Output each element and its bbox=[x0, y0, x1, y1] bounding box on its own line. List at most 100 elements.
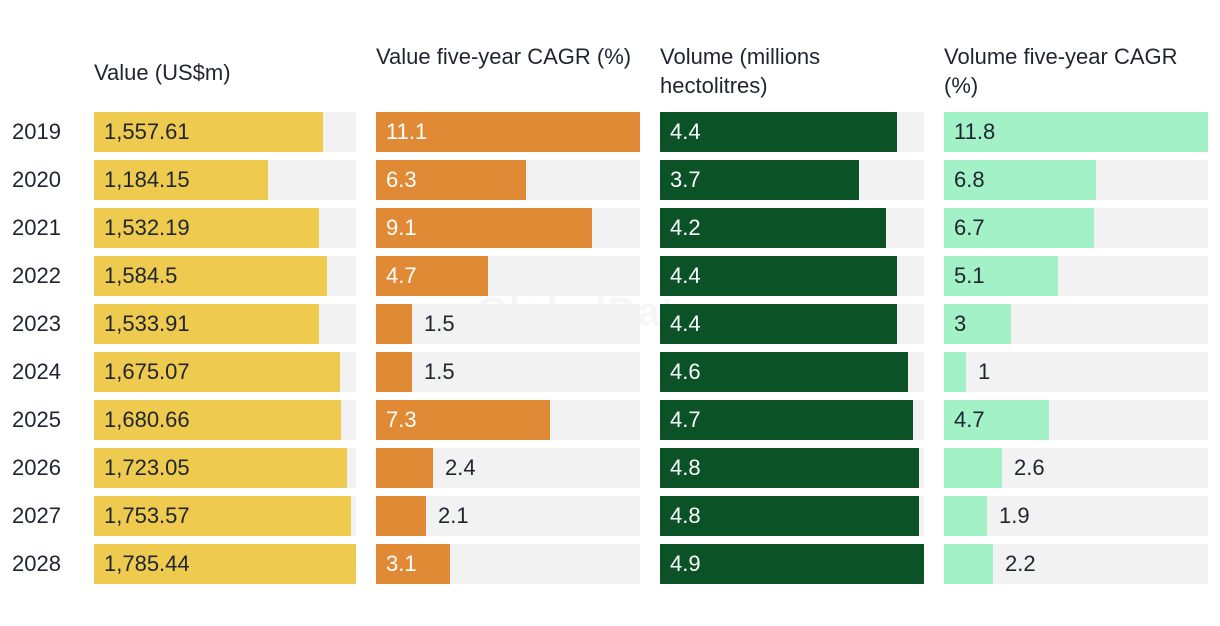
bar-track: 1,753.57 bbox=[94, 496, 356, 536]
bar-track: 4.4 bbox=[660, 304, 924, 344]
column-header-1: Value (US$m) bbox=[94, 60, 231, 85]
bar-series-2-2020 bbox=[376, 160, 526, 200]
bar-track: 4.8 bbox=[660, 448, 924, 488]
year-label-2021: 2021 bbox=[12, 215, 61, 240]
year-label-2024: 2024 bbox=[12, 359, 61, 384]
bar-track: 1,785.44 bbox=[94, 544, 356, 584]
bar-track: 2.1 bbox=[376, 496, 640, 536]
value-label: 3.1 bbox=[386, 551, 417, 576]
bar-series-3-2020 bbox=[660, 160, 859, 200]
value-label: 1 bbox=[978, 359, 991, 384]
bar-series-4-2020 bbox=[944, 160, 1096, 200]
bar-series-2-2023 bbox=[376, 304, 412, 344]
bar-series-4-2019 bbox=[944, 112, 1208, 152]
bar-track: 6.8 bbox=[944, 160, 1208, 200]
bar-series-1-2020 bbox=[94, 160, 268, 200]
value-label: 4.7 bbox=[954, 407, 985, 432]
value-label: 6.3 bbox=[386, 167, 417, 192]
bar-series-3-2026 bbox=[660, 448, 919, 488]
bar-track: 2.4 bbox=[376, 448, 640, 488]
bar-track: 1,723.05 bbox=[94, 448, 356, 488]
value-label: 1,557.61 bbox=[104, 119, 190, 144]
value-label: 4.6 bbox=[670, 359, 701, 384]
value-label: 6.7 bbox=[954, 215, 985, 240]
value-label: 1.5 bbox=[424, 359, 455, 384]
value-label: 3 bbox=[954, 311, 967, 336]
value-label: 3.7 bbox=[670, 167, 701, 192]
column-header-4: Volume five-year CAGR (%) bbox=[944, 44, 1178, 98]
bar-series-3-2027 bbox=[660, 496, 919, 536]
bar-series-2-2027 bbox=[376, 496, 426, 536]
bar-track: 6.3 bbox=[376, 160, 640, 200]
value-label: 2.4 bbox=[445, 455, 476, 480]
bar-track: 4.8 bbox=[660, 496, 924, 536]
bar-track: 3.7 bbox=[660, 160, 924, 200]
value-label: 1,723.05 bbox=[104, 455, 190, 480]
year-label-2022: 2022 bbox=[12, 263, 61, 288]
bar-series-4-2021 bbox=[944, 208, 1094, 248]
value-label: 4.9 bbox=[670, 551, 701, 576]
bar-series-1-2024 bbox=[94, 352, 340, 392]
value-label: 9.1 bbox=[386, 215, 417, 240]
bar-series-2-2028 bbox=[376, 544, 450, 584]
year-label-2025: 2025 bbox=[12, 407, 61, 432]
year-label-2019: 2019 bbox=[12, 119, 61, 144]
value-label: 1,675.07 bbox=[104, 359, 190, 384]
value-label: 4.7 bbox=[386, 263, 417, 288]
column-header-2: Value five-year CAGR (%) bbox=[376, 44, 632, 69]
value-label: 1.5 bbox=[424, 311, 455, 336]
bar-series-4-2028 bbox=[944, 544, 993, 584]
value-label: 1,533.91 bbox=[104, 311, 190, 336]
year-label-2027: 2027 bbox=[12, 503, 61, 528]
bar-track: 4.4 bbox=[660, 256, 924, 296]
bar-track: 1.5 bbox=[376, 352, 640, 392]
bar-track: 1,584.5 bbox=[94, 256, 356, 296]
bar-series-4-2027 bbox=[944, 496, 987, 536]
bar-series-3-2022 bbox=[660, 256, 897, 296]
bar-series-2-2019 bbox=[376, 112, 640, 152]
bar-series-1-2026 bbox=[94, 448, 347, 488]
value-label: 11.1 bbox=[386, 119, 428, 144]
bar-track: 4.7 bbox=[376, 256, 640, 296]
year-label-2028: 2028 bbox=[12, 551, 61, 576]
value-label: 1,753.57 bbox=[104, 503, 190, 528]
bar-track: 1.9 bbox=[944, 496, 1208, 536]
value-label: 4.7 bbox=[670, 407, 701, 432]
year-label-2026: 2026 bbox=[12, 455, 61, 480]
bar-series-4-2023 bbox=[944, 304, 1011, 344]
bar-series-2-2024 bbox=[376, 352, 412, 392]
bar-track: 1,675.07 bbox=[94, 352, 356, 392]
value-label: 4.8 bbox=[670, 455, 701, 480]
bar-track: 3 bbox=[944, 304, 1208, 344]
bar-series-3-2024 bbox=[660, 352, 908, 392]
bar-track: 11.8 bbox=[944, 112, 1208, 152]
value-label: 1.9 bbox=[999, 503, 1030, 528]
bar-series-1-2028 bbox=[94, 544, 356, 584]
value-label: 4.4 bbox=[670, 263, 701, 288]
bar-track: 3.1 bbox=[376, 544, 640, 584]
value-label: 1,532.19 bbox=[104, 215, 190, 240]
year-label-2020: 2020 bbox=[12, 167, 61, 192]
value-label: 1,184.15 bbox=[104, 167, 190, 192]
bar-track: 4.7 bbox=[660, 400, 924, 440]
bar-series-2-2025 bbox=[376, 400, 550, 440]
bar-series-1-2027 bbox=[94, 496, 351, 536]
bar-track: 1,533.91 bbox=[94, 304, 356, 344]
bar-series-1-2019 bbox=[94, 112, 323, 152]
bar-track: 11.1 bbox=[376, 112, 640, 152]
bar-series-3-2019 bbox=[660, 112, 897, 152]
bar-series-1-2025 bbox=[94, 400, 341, 440]
value-label: 6.8 bbox=[954, 167, 985, 192]
bar-series-3-2021 bbox=[660, 208, 886, 248]
value-label: 7.3 bbox=[386, 407, 417, 432]
value-label: 4.4 bbox=[670, 119, 701, 144]
bar-series-3-2023 bbox=[660, 304, 897, 344]
bar-track: 7.3 bbox=[376, 400, 640, 440]
bar-series-1-2023 bbox=[94, 304, 319, 344]
bar-track: 2.2 bbox=[944, 544, 1208, 584]
bar-series-1-2022 bbox=[94, 256, 327, 296]
bar-track: 9.1 bbox=[376, 208, 640, 248]
bar-series-2-2022 bbox=[376, 256, 488, 296]
bar-track: 4.2 bbox=[660, 208, 924, 248]
bar-series-3-2028 bbox=[660, 544, 924, 584]
